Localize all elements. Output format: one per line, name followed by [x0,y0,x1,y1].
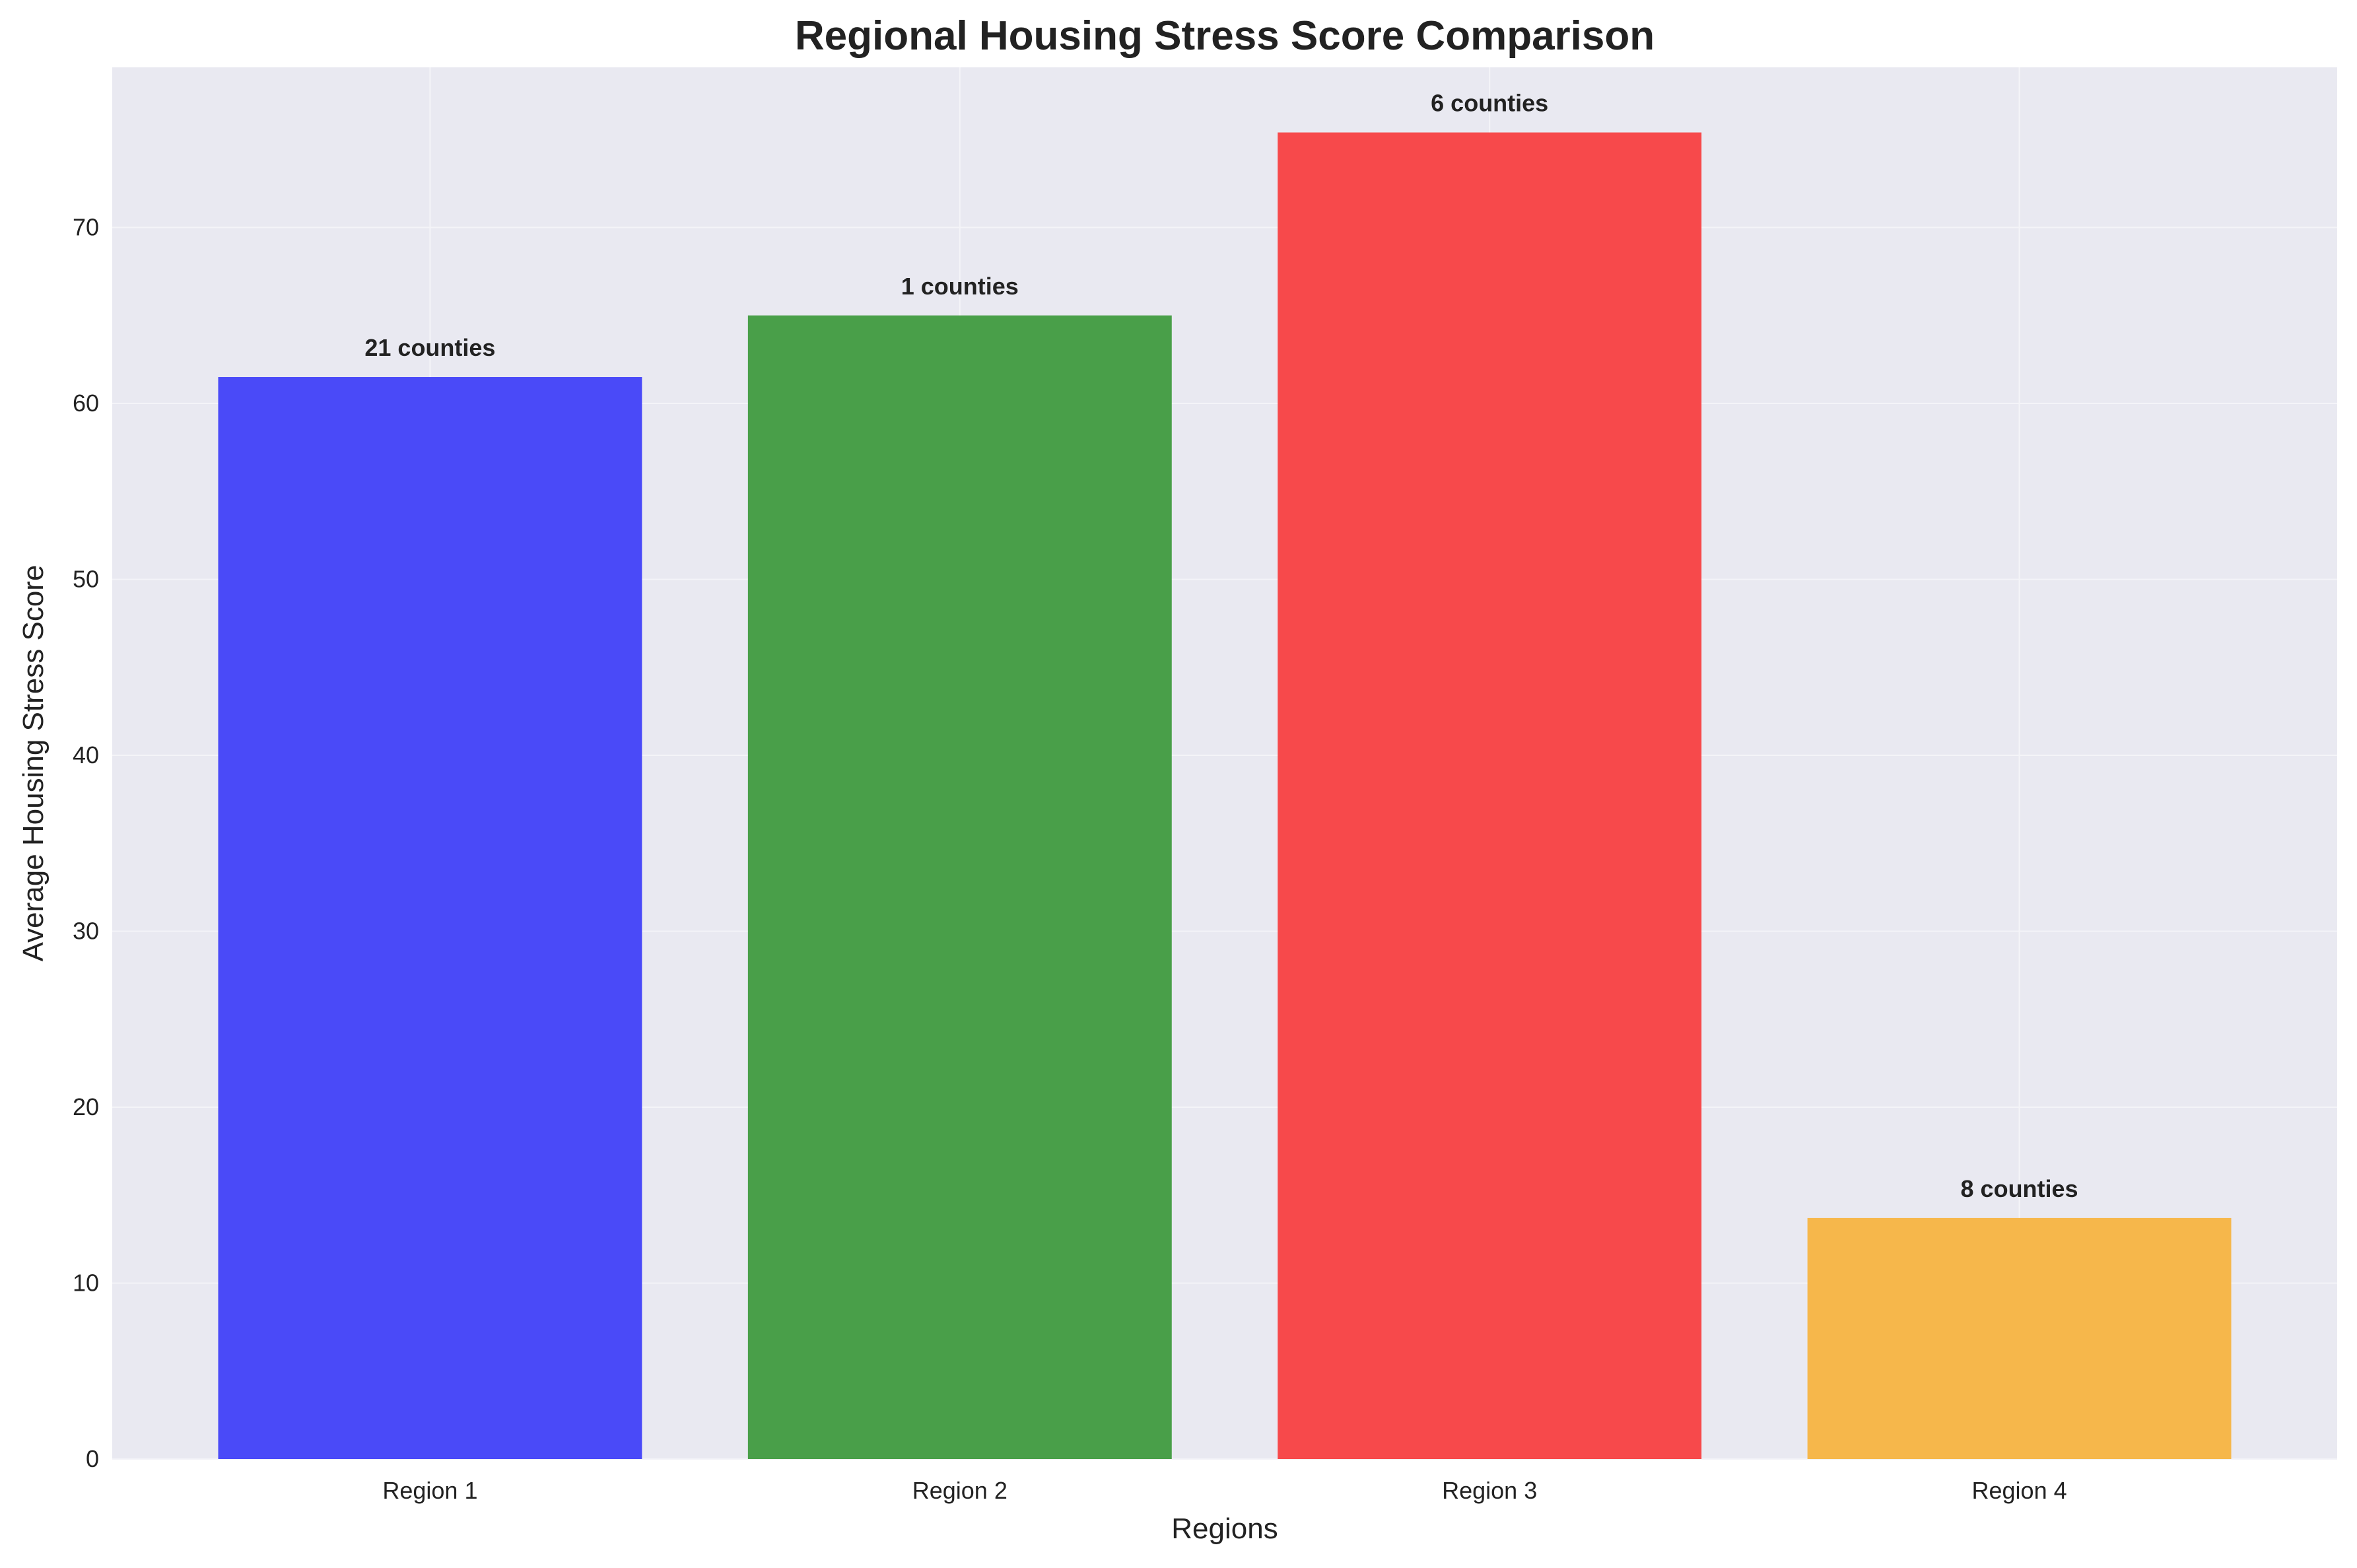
bar-data-label: 8 counties [1961,1175,2078,1202]
y-tick-labels: 0 10 20 30 40 50 60 70 [73,214,99,1472]
y-tick-label: 30 [73,918,99,945]
bars [218,132,2232,1460]
bar-region-3 [1278,132,1702,1460]
y-tick-label: 60 [73,390,99,417]
chart-title: Regional Housing Stress Score Comparison [795,13,1655,59]
x-tick-labels: Region 1 Region 2 Region 3 Region 4 [382,1477,2067,1504]
x-axis-label: Regions [1171,1513,1278,1545]
bar-data-label: 21 counties [364,334,495,361]
bar-region-4 [1807,1217,2232,1459]
y-tick-label: 40 [73,741,99,768]
bar-data-label: 6 counties [1431,90,1548,117]
x-tick-label: Region 2 [912,1477,1008,1504]
y-tick-label: 50 [73,566,99,593]
bar-region-2 [747,315,1172,1459]
x-tick-label: Region 4 [1972,1477,2067,1504]
y-axis-label: Average Housing Stress Score [17,565,50,962]
y-tick-label: 70 [73,214,99,241]
y-tick-label: 10 [73,1270,99,1297]
x-tick-label: Region 1 [382,1477,477,1504]
x-tick-label: Region 3 [1442,1477,1537,1504]
bar-data-labels: 21 counties 1 counties 6 counties 8 countie… [364,90,2078,1202]
bar-data-label: 1 counties [901,273,1019,300]
y-tick-label: 20 [73,1093,99,1120]
bar-region-1 [218,377,642,1460]
y-tick-label: 0 [86,1445,99,1472]
